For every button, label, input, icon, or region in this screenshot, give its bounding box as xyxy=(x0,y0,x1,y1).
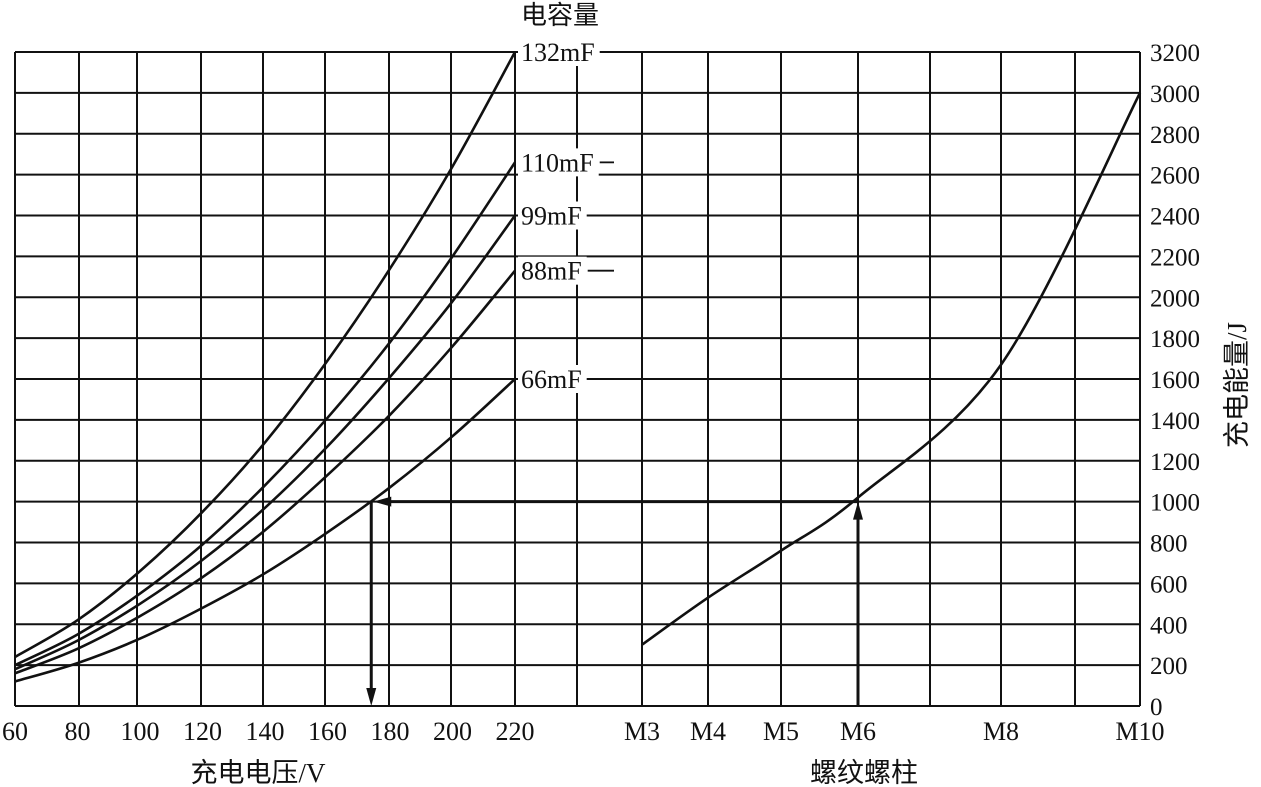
x-tick-label-stud: M6 xyxy=(840,717,876,746)
labels: 132mF 110mF 99mF 88mF 66mF 0 200 400 600 800 1000 1… xyxy=(2,36,1237,746)
y-axis-title-energy: 充电能量/J xyxy=(1222,322,1252,448)
arrowhead-left xyxy=(373,496,392,507)
curves xyxy=(14,51,1142,683)
x-tick-label-voltage: 160 xyxy=(308,717,347,746)
y-tick-label: 0 xyxy=(1150,694,1163,721)
y-tick-label: 2800 xyxy=(1150,122,1200,149)
x-tick-label-stud: M8 xyxy=(983,717,1019,746)
y-tick-label: 800 xyxy=(1150,531,1188,558)
x-tick-label-stud: M4 xyxy=(690,717,726,746)
x-tick-label-stud: M5 xyxy=(763,717,799,746)
series-label-bg xyxy=(518,38,600,66)
legend-title: 电容量 xyxy=(521,1,599,30)
series-label-88mf: 88mF xyxy=(521,257,582,286)
y-tick-label: 1800 xyxy=(1150,326,1200,353)
x-tick-label-voltage: 100 xyxy=(121,717,160,746)
x-axis-title-voltage: 充电电压/V xyxy=(191,758,327,787)
arrowhead-up xyxy=(853,501,863,520)
y-tick-label: 2400 xyxy=(1150,204,1200,231)
series-label-99mf: 99mF xyxy=(521,202,582,231)
x-tick-label-voltage: 140 xyxy=(246,717,285,746)
series-label-bg xyxy=(518,256,587,285)
y-tick-label: 1400 xyxy=(1150,408,1200,435)
y-tick-label: 1200 xyxy=(1150,449,1200,476)
series-label-132mf: 132mF xyxy=(521,38,595,67)
series-label-bg xyxy=(518,365,587,393)
series-curve-110mf xyxy=(14,161,517,667)
x-tick-label-voltage: 200 xyxy=(433,717,472,746)
y-tick-label: 3000 xyxy=(1150,81,1200,108)
y-tick-label: 400 xyxy=(1150,612,1188,639)
y-tick-label: 2000 xyxy=(1150,285,1200,312)
y-tick-label: 600 xyxy=(1150,571,1188,598)
arrowhead-down xyxy=(366,688,377,706)
x-tick-label-voltage: 80 xyxy=(65,717,91,746)
x-tick-label-voltage: 220 xyxy=(496,717,535,746)
x-tick-label-stud: M10 xyxy=(1115,717,1164,746)
x-tick-label-voltage: 60 xyxy=(2,717,28,746)
x-axis-title-stud: 螺纹螺柱 xyxy=(810,758,918,787)
series-curve-66mf xyxy=(14,378,516,683)
stud-energy-curve xyxy=(641,92,1142,646)
y-tick-label: 3200 xyxy=(1150,40,1200,67)
annotation-arrows xyxy=(366,496,863,706)
x-tick-label-voltage: 120 xyxy=(183,717,222,746)
y-tick-label: 1600 xyxy=(1150,367,1200,394)
x-tick-label-stud: M3 xyxy=(624,717,660,746)
series-label-110mf: 110mF xyxy=(521,148,594,177)
series-curve-132mf xyxy=(14,51,517,659)
y-tick-band xyxy=(1142,36,1237,720)
series-curve-88mf xyxy=(14,269,517,675)
series-label-bg xyxy=(518,201,587,230)
series-curve-99mf xyxy=(14,214,517,671)
y-tick-label: 1000 xyxy=(1150,490,1200,517)
x-tick-label-voltage: 180 xyxy=(371,717,410,746)
y-tick-label: 2200 xyxy=(1150,244,1200,271)
series-label-bg xyxy=(518,148,599,177)
y-tick-label: 2600 xyxy=(1150,163,1200,190)
y-tick-label: 200 xyxy=(1150,653,1188,680)
series-label-66mf: 66mF xyxy=(521,365,582,394)
